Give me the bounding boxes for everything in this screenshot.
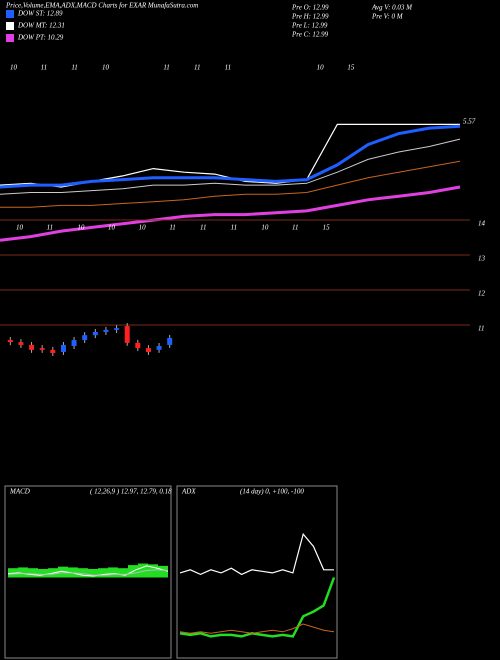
candle-body [71,340,77,346]
candle-body [135,342,141,349]
series-line [0,138,461,195]
info-label: Pre V: 0 M [371,13,404,21]
histogram-bar [138,563,148,578]
x-tick-label: 11 [200,224,206,232]
histogram-bar [78,568,88,578]
candle-body [82,335,88,341]
y-tick-label: 11 [478,325,484,333]
legend-label: DOW PT: 10.29 [17,34,64,42]
panel-subtitle: ( 12,26,9 ) 12.97, 12.79, 0.18 [90,488,172,496]
candle-body [124,326,130,343]
x-tick-label: 10 [139,224,147,232]
legend-label: DOW ST: 12.89 [17,10,63,18]
histogram-bar [38,568,48,578]
series-line [7,565,169,577]
series-line [0,160,461,208]
x-tick-label: 11 [231,224,237,232]
x-tick-label: 11 [169,224,175,232]
y-tick-label: 12 [478,290,486,298]
info-label: Pre O: 12.99 [291,4,329,12]
x-tick-label: 11 [71,64,77,72]
histogram-bar [58,566,68,578]
series-line [179,623,335,634]
legend-swatch [6,34,14,42]
series-line [0,185,461,242]
candle-body [156,346,162,350]
x-tick-label: 10 [261,224,269,232]
title: Price,Volume,EMA,ADX,MACD Charts for EXA… [5,2,198,10]
annotation: 5.57 [463,118,476,126]
legend-label: DOW MT: 12.31 [17,22,65,30]
panel-title: ADX [181,488,196,496]
legend-swatch [6,10,14,18]
x-tick-label: 11 [41,64,47,72]
info-label: Pre C: 12.99 [291,31,329,39]
macd-frame [4,485,172,659]
y-tick-label: 14 [478,220,486,228]
candle-body [18,342,24,345]
x-tick-label: 10 [102,64,110,72]
candle-body [7,340,13,343]
candle-body [145,348,151,352]
candle-body [167,337,173,345]
histogram-bar [98,568,108,578]
x-tick-label: 10 [108,224,116,232]
series-line [179,532,334,576]
x-tick-label: 10 [10,64,18,72]
x-tick-label: 11 [292,224,298,232]
series-line [0,124,461,189]
x-tick-label: 11 [194,64,200,72]
histogram-bar [68,567,78,578]
candle-body [92,332,98,336]
x-tick-label: 11 [47,224,53,232]
histogram-bar [28,568,38,578]
x-tick-label: 15 [323,224,331,232]
candle-body [60,344,66,352]
info-label: Avg V: 0.03 M [371,4,413,12]
histogram-bar [118,568,128,578]
y-tick-label: 13 [478,255,486,263]
histogram-bar [18,567,28,578]
x-tick-label: 10 [16,224,24,232]
x-tick-label: 10 [77,224,85,232]
candle-body [103,329,109,332]
candle-body [114,328,120,330]
histogram-bar [148,564,158,578]
histogram-bar [158,565,168,578]
series-line [7,569,169,576]
panel-title: MACD [9,488,30,496]
x-tick-label: 10 [317,64,325,72]
x-tick-label: 15 [347,64,355,72]
candle-body [39,348,45,350]
panel-subtitle: (14 day) 0, +100, -100 [240,488,304,496]
x-tick-label: 11 [225,64,231,72]
candle-body [50,349,56,353]
candle-body [29,344,35,350]
info-label: Pre H: 12.99 [291,13,329,21]
legend-swatch [6,22,14,30]
adx-frame [176,485,338,659]
histogram-bar [88,568,98,578]
series-line [179,577,336,638]
histogram-bar [108,567,118,578]
info-label: Pre L: 12.99 [291,22,328,30]
x-tick-label: 11 [163,64,169,72]
